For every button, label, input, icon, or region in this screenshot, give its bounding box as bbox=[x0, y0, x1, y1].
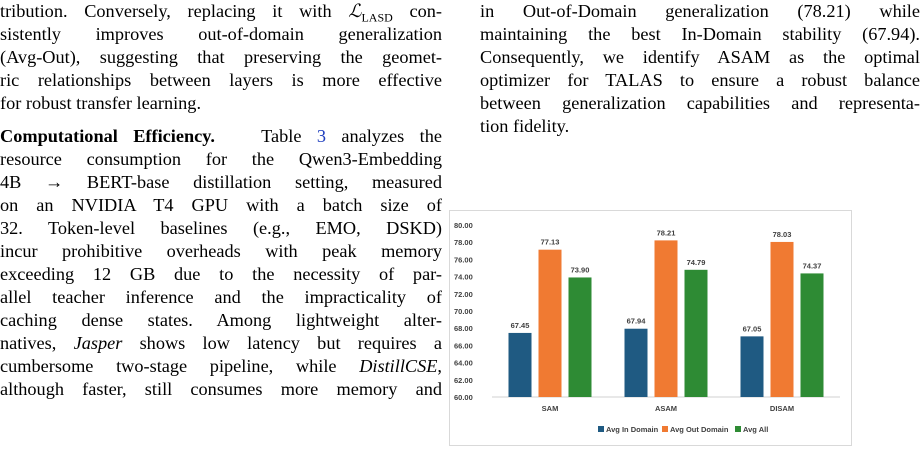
bar bbox=[800, 273, 824, 397]
data-label: 78.03 bbox=[773, 230, 792, 239]
bar bbox=[740, 336, 764, 397]
bar-chart: 60.00 62.00 64.00 66.00 68.00 70.00 72.00 74.00… bbox=[454, 221, 840, 434]
bar bbox=[568, 277, 592, 397]
table-reference-link[interactable]: 3 bbox=[316, 126, 326, 146]
data-label: 74.79 bbox=[687, 258, 706, 267]
x-tick-label: DISAM bbox=[770, 404, 794, 413]
data-label: 77.13 bbox=[541, 238, 560, 247]
data-label: 74.37 bbox=[803, 261, 822, 270]
method-name: Jasper bbox=[73, 333, 123, 353]
text-line: ric relationships between layers is more… bbox=[0, 70, 442, 90]
text-line: 4B → BERT-base distillation setting, mea… bbox=[0, 172, 442, 192]
text-line: optimizer for TALAS to ensure a robust b… bbox=[480, 70, 920, 90]
text-line: Consequently, we identify ASAM as the op… bbox=[480, 47, 920, 67]
bar-chart-figure: 60.00 62.00 64.00 66.00 68.00 70.00 72.00 74.00… bbox=[449, 210, 852, 446]
bar bbox=[684, 269, 708, 397]
text-line: for robust transfer learning. bbox=[0, 93, 202, 113]
y-tick-label: 66.00 bbox=[454, 341, 473, 350]
text-line: between generalization capabilities and … bbox=[480, 93, 920, 113]
x-tick-label: ASAM bbox=[655, 404, 677, 413]
y-tick-label: 78.00 bbox=[454, 238, 473, 247]
text-line: tribution. Conversely, replacing it with… bbox=[0, 1, 442, 25]
section-heading: Computational Efficiency. bbox=[0, 126, 215, 146]
text-line: on an NVIDIA T4 GPU with a batch size of bbox=[0, 195, 442, 215]
data-label: 67.94 bbox=[627, 317, 647, 326]
text-line: maintaining the best In-Domain stability… bbox=[480, 24, 920, 44]
text-line: sistently improves out-of-domain general… bbox=[0, 24, 442, 44]
legend-swatch bbox=[662, 426, 668, 432]
bar bbox=[770, 241, 794, 397]
math-subscript: LASD bbox=[361, 10, 393, 25]
text-line: natives, Jasper shows low latency but re… bbox=[0, 333, 442, 353]
y-tick-label: 72.00 bbox=[454, 290, 473, 299]
bar bbox=[538, 249, 562, 397]
y-tick-label: 62.00 bbox=[454, 376, 473, 385]
text-line: resource consumption for the Qwen3-Embed… bbox=[0, 149, 442, 169]
legend-swatch bbox=[598, 426, 604, 432]
y-tick-label: 68.00 bbox=[454, 324, 473, 333]
text-line: caching dense states. Among lightweight … bbox=[0, 310, 442, 330]
y-tick-label: 60.00 bbox=[454, 393, 473, 402]
legend-entry: Avg In Domain bbox=[606, 425, 659, 434]
bar bbox=[624, 328, 648, 397]
math-symbol: ℒ bbox=[348, 1, 362, 21]
text-line: cumbersome two-stage pipeline, while Dis… bbox=[0, 356, 442, 376]
text-line: although faster, still consumes more mem… bbox=[0, 379, 442, 399]
text-line: (Avg-Out), suggesting that preserving th… bbox=[0, 47, 442, 67]
text-line: Computational Efficiency. Table 3 analyz… bbox=[0, 126, 442, 146]
text-line: in Out-of-Domain generalization (78.21) … bbox=[480, 1, 920, 21]
data-label: 78.21 bbox=[657, 228, 676, 237]
text-line: 32. Token-level baselines (e.g., EMO, DS… bbox=[0, 218, 442, 238]
y-tick-label: 74.00 bbox=[454, 273, 473, 282]
y-tick-label: 76.00 bbox=[454, 255, 473, 264]
method-name: DistillCSE bbox=[359, 356, 438, 376]
y-tick-label: 70.00 bbox=[454, 307, 473, 316]
text-line: incur prohibitive overheads with peak me… bbox=[0, 241, 442, 261]
text-line: exceeding 12 GB due to the necessity of … bbox=[0, 264, 442, 284]
legend-entry: Avg Out Domain bbox=[670, 425, 729, 434]
text-line: tion fidelity. bbox=[480, 116, 570, 136]
legend-swatch bbox=[735, 426, 741, 432]
data-label: 73.90 bbox=[571, 265, 590, 274]
y-tick-label: 80.00 bbox=[454, 221, 473, 230]
legend-entry: Avg All bbox=[743, 425, 768, 434]
data-label: 67.45 bbox=[511, 321, 530, 330]
bar bbox=[508, 332, 532, 397]
x-tick-label: SAM bbox=[542, 404, 559, 413]
y-tick-label: 64.00 bbox=[454, 359, 473, 368]
text-line: allel teacher inference and the impracti… bbox=[0, 287, 442, 307]
data-label: 67.05 bbox=[743, 324, 762, 333]
bar bbox=[654, 240, 678, 397]
